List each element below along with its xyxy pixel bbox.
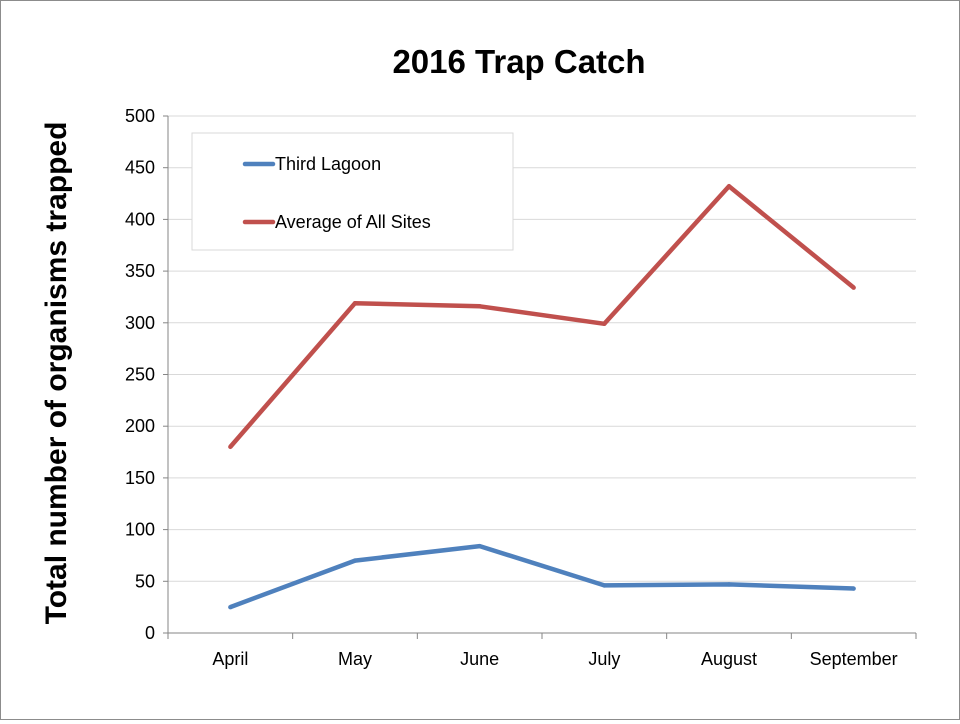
y-tick-label: 200: [125, 416, 155, 436]
data-point: [851, 285, 856, 290]
series-line-2: [228, 184, 856, 449]
x-tick-label: May: [338, 649, 372, 669]
data-point: [228, 444, 233, 450]
y-tick-label: 50: [135, 571, 155, 591]
data-point: [851, 586, 856, 591]
x-tick-label: August: [701, 649, 757, 669]
y-tick-label: 450: [125, 158, 155, 178]
data-point: [352, 558, 358, 563]
legend-label: Third Lagoon: [275, 154, 381, 174]
data-point: [228, 604, 233, 610]
data-point: [352, 300, 358, 306]
x-tick-label: September: [810, 649, 898, 669]
y-tick-label: 350: [125, 261, 155, 281]
data-point: [477, 543, 482, 549]
y-tick-label: 0: [145, 623, 155, 643]
x-tick-label: April: [212, 649, 248, 669]
axes: 0 50 100 150 200 250 300 350 400 450 500 April May Ju…: [125, 106, 917, 669]
series-line-1: [229, 543, 854, 610]
data-point: [726, 184, 732, 189]
gridlines: [168, 115, 916, 582]
y-tick-label: 150: [125, 468, 155, 488]
y-tick-label: 250: [125, 365, 155, 385]
series-lines: [228, 184, 856, 610]
x-tick-label: July: [588, 649, 620, 669]
y-tick-label: 500: [125, 106, 155, 126]
legend: Third Lagoon Average of All Sites: [191, 132, 514, 251]
chart-title: 2016 Trap Catch: [392, 43, 645, 80]
data-point: [602, 583, 607, 588]
y-tick-label: 100: [125, 520, 155, 540]
legend-box: [191, 132, 514, 251]
data-point: [477, 304, 482, 309]
x-tick-label: June: [460, 649, 499, 669]
y-axis-label: Total number of organisms trapped: [40, 122, 73, 625]
legend-label: Average of All Sites: [275, 212, 431, 232]
y-tick-label: 400: [125, 209, 155, 229]
y-tick-label: 300: [125, 313, 155, 333]
data-point: [726, 582, 732, 587]
data-point: [602, 321, 607, 327]
